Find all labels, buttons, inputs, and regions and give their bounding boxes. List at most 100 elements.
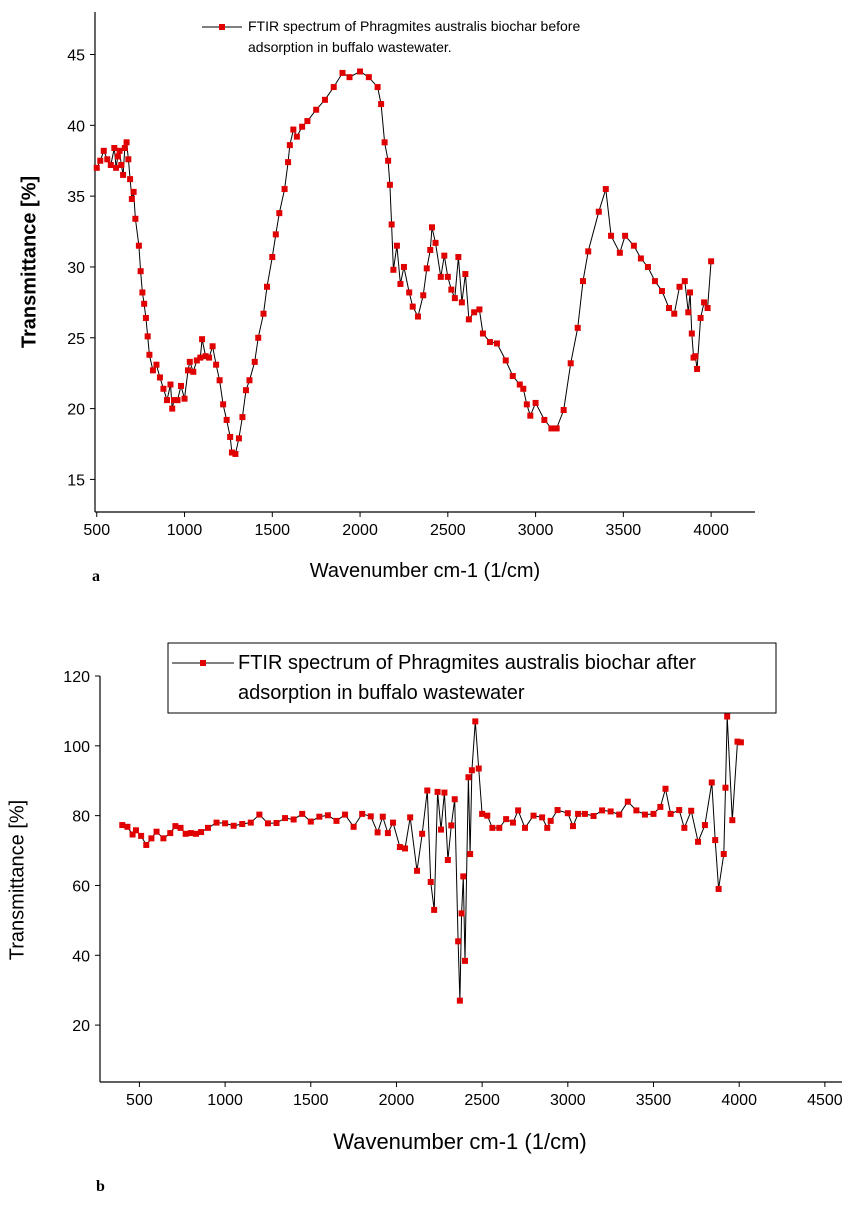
data-point: [346, 74, 353, 81]
data-point: [379, 813, 386, 820]
data-point: [496, 824, 503, 831]
data-point: [441, 789, 448, 796]
data-point: [138, 832, 145, 839]
y-tick-label: 30: [67, 260, 85, 277]
data-point: [153, 361, 160, 368]
data-point: [585, 248, 592, 255]
x-tick-label: 1000: [207, 1092, 243, 1109]
data-point: [247, 819, 254, 826]
y-tick-label: 20: [72, 1018, 90, 1035]
data-point: [130, 188, 137, 195]
data-point: [671, 310, 678, 317]
data-point: [708, 258, 715, 265]
data-point: [685, 309, 692, 316]
data-point: [437, 273, 444, 280]
data-point: [574, 324, 581, 331]
data-point: [365, 74, 372, 81]
data-point: [407, 814, 414, 821]
data-point: [137, 268, 144, 275]
data-point: [427, 246, 434, 253]
data-point: [708, 779, 715, 786]
data-point: [132, 827, 139, 834]
data-point: [251, 358, 258, 365]
y-tick-label: 45: [67, 47, 85, 64]
data-point: [386, 181, 393, 188]
data-point: [193, 357, 200, 364]
x-tick-label: 500: [126, 1092, 153, 1109]
data-point: [460, 873, 467, 880]
data-point: [333, 817, 340, 824]
data-point: [141, 300, 148, 307]
data-point: [523, 401, 530, 408]
data-point: [567, 360, 574, 367]
data-point: [414, 867, 421, 874]
data-point: [720, 851, 727, 858]
data-point: [304, 118, 311, 125]
data-point: [462, 957, 469, 964]
data-point: [448, 822, 455, 829]
data-point: [681, 278, 688, 285]
data-point: [644, 263, 651, 270]
data-point: [688, 807, 695, 814]
data-point: [223, 416, 230, 423]
data-point: [293, 133, 300, 140]
data-point: [239, 821, 246, 828]
data-point: [299, 123, 306, 130]
data-point: [697, 314, 704, 321]
x-tick-label: 1500: [254, 522, 290, 539]
data-point: [712, 837, 719, 844]
data-point: [269, 254, 276, 261]
data-point: [448, 286, 455, 293]
data-point: [429, 224, 436, 231]
x-tick-label: 1500: [293, 1092, 329, 1109]
data-point: [630, 242, 637, 249]
data-point: [547, 817, 554, 824]
data-point: [255, 334, 262, 341]
data-point: [687, 289, 694, 296]
data-point: [414, 313, 421, 320]
data-point: [484, 812, 491, 819]
panel-label: a: [92, 568, 100, 585]
data-point: [676, 807, 683, 814]
data-point: [729, 817, 736, 824]
y-tick-label: 20: [67, 402, 85, 419]
data-point: [227, 433, 234, 440]
data-point: [143, 841, 150, 848]
data-point: [650, 810, 657, 817]
data-point: [493, 340, 500, 347]
data-point: [616, 811, 623, 818]
data-point: [119, 822, 126, 829]
data-point: [390, 819, 397, 826]
x-tick-label: 500: [83, 522, 110, 539]
data-point: [419, 830, 426, 837]
data-point: [107, 161, 114, 168]
data-point: [665, 305, 672, 312]
data-point: [273, 819, 280, 826]
x-tick-label: 4000: [693, 522, 729, 539]
data-point: [590, 812, 597, 819]
data-point: [641, 811, 648, 818]
data-point: [235, 435, 242, 442]
data-point: [704, 305, 711, 312]
data-point: [406, 289, 413, 296]
data-point: [420, 292, 427, 299]
data-point: [521, 824, 528, 831]
data-point: [455, 254, 462, 261]
data-point: [633, 807, 640, 814]
data-point: [299, 810, 306, 817]
data-point: [167, 381, 174, 388]
data-point: [142, 314, 149, 321]
data-point: [455, 938, 462, 945]
data-point: [342, 811, 349, 818]
data-point: [701, 299, 708, 306]
data-point: [282, 815, 289, 822]
series-line: [122, 716, 742, 1001]
data-point: [681, 824, 688, 831]
legend-label: FTIR spectrum of Phragmites australis bi…: [248, 18, 581, 55]
data-point: [520, 385, 527, 392]
data-point: [264, 820, 271, 827]
data-point: [135, 242, 142, 249]
data-point: [390, 266, 397, 273]
data-point: [204, 824, 211, 831]
data-point: [441, 252, 448, 259]
